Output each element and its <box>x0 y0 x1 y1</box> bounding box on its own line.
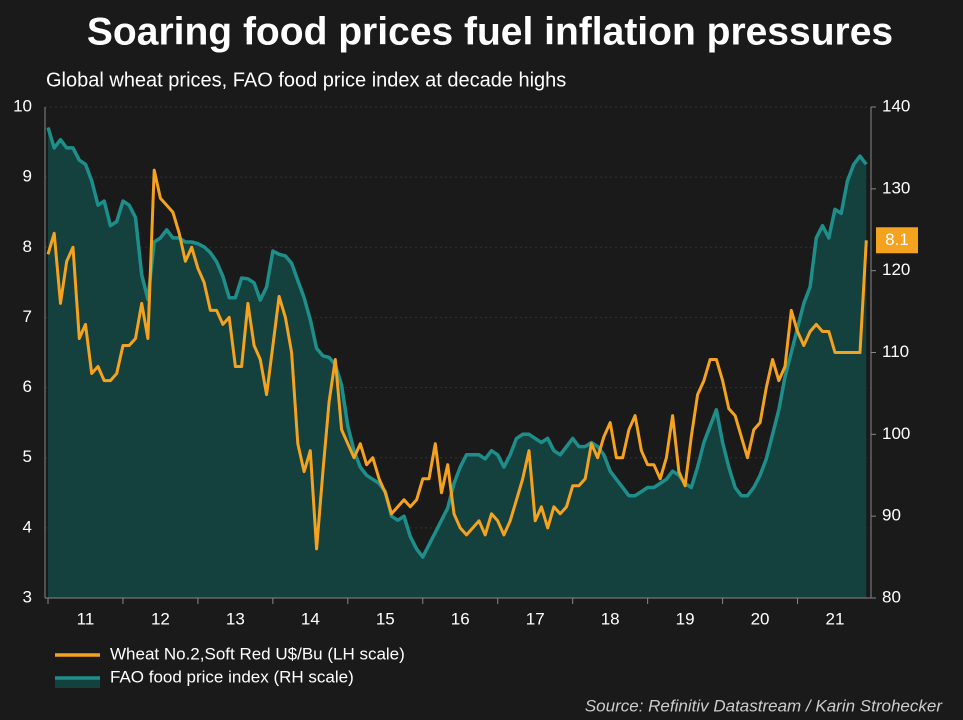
x-tick-label: 14 <box>301 609 320 628</box>
y2-tick-label: 80 <box>882 587 901 606</box>
x-tick-label: 13 <box>226 609 245 628</box>
x-tick-label: 18 <box>601 609 620 628</box>
area <box>48 127 867 598</box>
legend-swatch-fill <box>55 678 100 688</box>
x-tick-label: 21 <box>826 609 845 628</box>
y-tick-label: 8 <box>23 237 32 256</box>
line <box>46 126 868 559</box>
x-tick-label: 16 <box>451 609 470 628</box>
y-tick-label: 5 <box>23 447 32 466</box>
y2-tick-label: 100 <box>882 424 910 443</box>
legend-label: FAO food price index (RH scale) <box>110 667 354 686</box>
chart-title: Soaring food prices fuel inflation press… <box>87 10 893 53</box>
y-tick-label: 4 <box>23 517 32 536</box>
y2-tick-label: 90 <box>882 506 901 525</box>
y-tick-label: 10 <box>13 96 32 115</box>
y-tick-label: 6 <box>23 377 32 396</box>
y2-tick-label: 120 <box>882 260 910 279</box>
y-tick-label: 3 <box>23 587 32 606</box>
x-tick-label: 11 <box>77 609 95 628</box>
source: Source: Refinitiv Datastream / Karin Str… <box>585 696 943 715</box>
x-tick-label: 17 <box>526 609 545 628</box>
y2-tick-label: 130 <box>882 178 910 197</box>
x-tick-label: 15 <box>376 609 395 628</box>
x-tick-label: 12 <box>151 609 170 628</box>
legend-label: Wheat No.2,Soft Red U$/Bu (LH scale) <box>110 644 405 663</box>
x-tick-label: 19 <box>676 609 695 628</box>
value-label-box <box>876 227 918 254</box>
y2-tick-label: 140 <box>882 96 910 115</box>
line <box>46 168 868 551</box>
value-label: 8.1 <box>885 230 909 249</box>
y2-tick-label: 110 <box>882 342 909 361</box>
y-tick-label: 9 <box>23 167 32 186</box>
x-tick-label: 20 <box>751 609 770 628</box>
chart-subtitle: Global wheat prices, FAO food price inde… <box>46 69 566 91</box>
y-tick-label: 7 <box>23 307 32 326</box>
